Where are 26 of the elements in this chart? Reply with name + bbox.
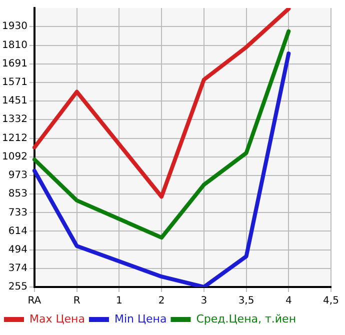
y-tick-label: 255	[8, 282, 28, 293]
y-tick-label: 1451	[2, 96, 28, 107]
x-tick-label: 4,5	[323, 296, 339, 307]
x-tick-label: 1	[116, 296, 122, 307]
y-tick-label: 374	[8, 263, 28, 274]
x-tick-label: 3,5	[238, 296, 254, 307]
y-tick-label: 1212	[2, 132, 28, 144]
y-tick-label: 1571	[2, 77, 28, 88]
x-tick-label: 2	[158, 296, 165, 307]
y-tick-label: 1930	[2, 21, 28, 32]
x-tick-label: 3	[200, 296, 208, 307]
x-tick-label: 4	[285, 296, 292, 307]
y-tick-label: 853	[8, 188, 28, 200]
y-tick-label: 614	[8, 226, 28, 237]
x-tick-label: R	[73, 296, 80, 307]
y-tick-label: 733	[8, 207, 28, 218]
y-tick-label: 494	[8, 244, 28, 256]
y-tick-label: 1092	[2, 151, 28, 162]
y-tick-label: 1810	[2, 40, 28, 51]
legend-label: Max Цена	[30, 312, 85, 326]
y-tick-label: 1332	[2, 114, 28, 126]
legend-label: Сред.Цена, т.йен	[196, 312, 296, 326]
x-tick-label: RA	[28, 296, 42, 307]
legend-label: Min Цена	[114, 312, 167, 326]
y-tick-label: 973	[8, 170, 28, 181]
y-tick-label: 1691	[2, 58, 28, 70]
